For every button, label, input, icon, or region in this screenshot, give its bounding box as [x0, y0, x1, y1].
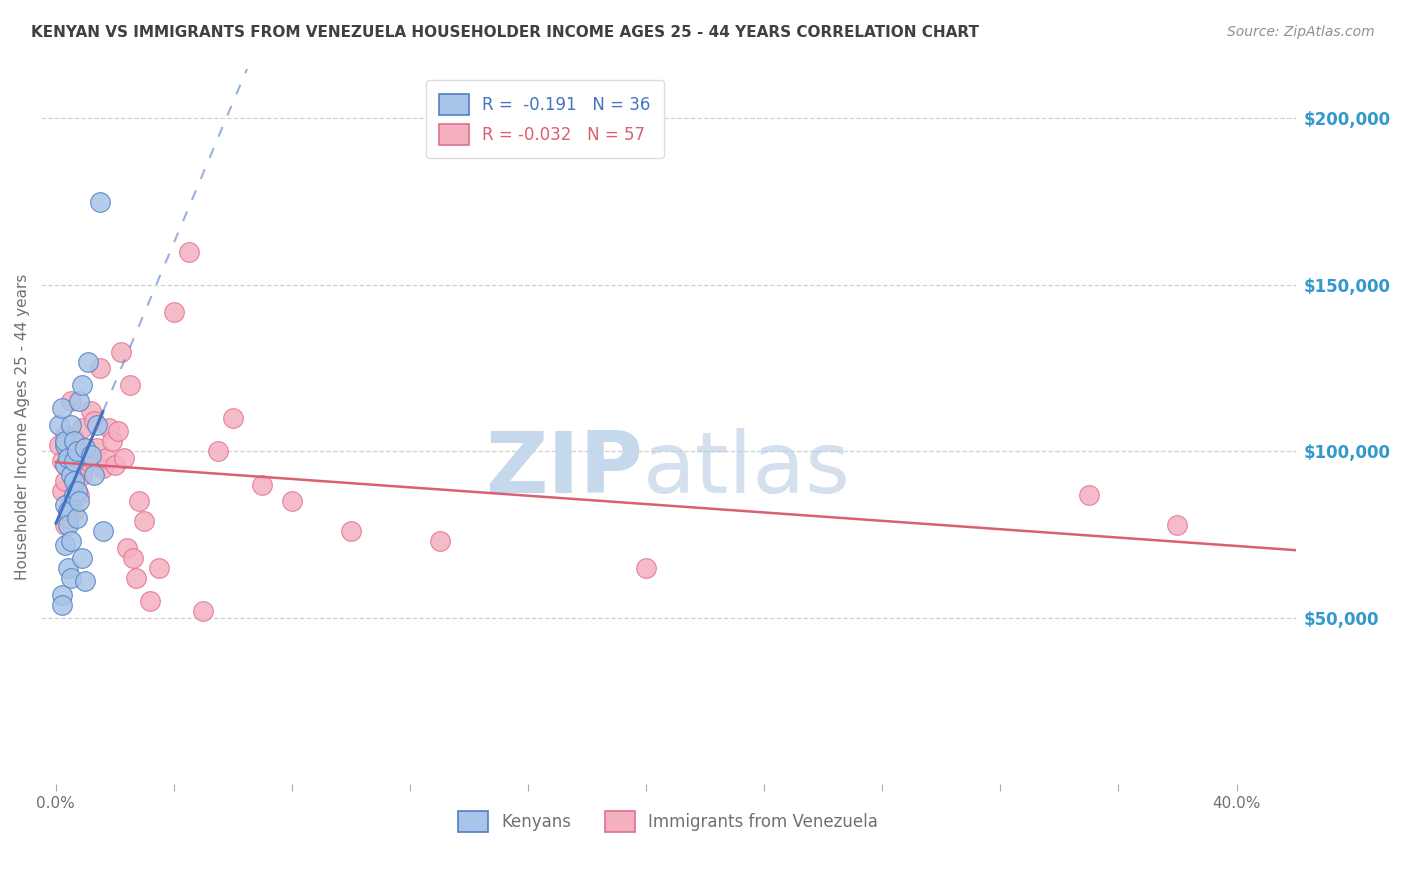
Point: [56, 517, 79, 532]
Point: [177, 244, 200, 259]
Point: [128, 494, 150, 508]
Point: [75, 574, 97, 589]
Point: [104, 458, 127, 472]
Point: [148, 561, 170, 575]
Point: [94, 451, 117, 466]
Point: [72, 467, 94, 482]
Point: [51, 454, 73, 468]
Point: [110, 344, 132, 359]
Point: [53, 538, 76, 552]
Point: [429, 534, 451, 549]
Point: [51, 401, 73, 416]
Text: ZIP: ZIP: [485, 428, 643, 511]
Point: [65, 444, 87, 458]
Point: [636, 561, 658, 575]
Point: [56, 511, 79, 525]
Point: [59, 434, 82, 449]
Point: [56, 504, 79, 518]
Point: [59, 534, 82, 549]
Point: [75, 441, 97, 455]
Point: [59, 417, 82, 432]
Point: [222, 411, 245, 425]
Point: [139, 594, 162, 608]
Point: [98, 421, 121, 435]
Point: [107, 425, 129, 439]
Point: [62, 454, 84, 468]
Point: [118, 377, 141, 392]
Point: [207, 444, 229, 458]
Point: [65, 511, 87, 525]
Point: [80, 448, 103, 462]
Point: [53, 438, 76, 452]
Point: [83, 467, 105, 482]
Point: [112, 451, 135, 466]
Point: [101, 434, 124, 449]
Point: [56, 451, 79, 466]
Point: [65, 464, 87, 478]
Point: [89, 361, 111, 376]
Point: [77, 454, 100, 468]
Point: [62, 504, 84, 518]
Legend: Kenyans, Immigrants from Venezuela: Kenyans, Immigrants from Venezuela: [447, 799, 890, 844]
Point: [59, 394, 82, 409]
Point: [124, 571, 146, 585]
Text: KENYAN VS IMMIGRANTS FROM VENEZUELA HOUSEHOLDER INCOME AGES 25 - 44 YEARS CORREL: KENYAN VS IMMIGRANTS FROM VENEZUELA HOUS…: [31, 25, 979, 40]
Point: [69, 394, 91, 409]
Point: [56, 561, 79, 575]
Point: [75, 441, 97, 455]
Point: [89, 194, 111, 209]
Point: [134, 514, 156, 528]
Point: [62, 431, 84, 445]
Point: [59, 494, 82, 508]
Point: [83, 414, 105, 428]
Point: [53, 427, 76, 442]
Point: [51, 484, 73, 499]
Point: [62, 471, 84, 485]
Point: [281, 494, 304, 508]
Point: [340, 524, 363, 539]
Point: [62, 475, 84, 489]
Point: [69, 494, 91, 508]
Point: [115, 541, 138, 555]
Point: [91, 524, 114, 539]
Point: [193, 604, 215, 618]
Point: [62, 488, 84, 502]
Point: [51, 588, 73, 602]
Point: [62, 434, 84, 449]
Point: [75, 458, 97, 472]
Point: [252, 477, 274, 491]
Point: [53, 498, 76, 512]
Point: [48, 417, 70, 432]
Point: [56, 448, 79, 462]
Point: [53, 458, 76, 472]
Point: [59, 467, 82, 482]
Point: [65, 484, 87, 499]
Point: [65, 484, 87, 499]
Point: [1077, 488, 1099, 502]
Point: [91, 461, 114, 475]
Point: [77, 354, 100, 368]
Point: [72, 551, 94, 566]
Point: [86, 417, 108, 432]
Point: [53, 434, 76, 449]
Point: [69, 488, 91, 502]
Point: [121, 551, 143, 566]
Point: [163, 304, 186, 318]
Y-axis label: Householder Income Ages 25 - 44 years: Householder Income Ages 25 - 44 years: [15, 273, 30, 580]
Point: [86, 441, 108, 455]
Point: [48, 438, 70, 452]
Point: [72, 377, 94, 392]
Text: atlas: atlas: [643, 428, 851, 511]
Point: [59, 571, 82, 585]
Point: [53, 475, 76, 489]
Point: [53, 517, 76, 532]
Point: [51, 598, 73, 612]
Point: [69, 448, 91, 462]
Text: Source: ZipAtlas.com: Source: ZipAtlas.com: [1227, 25, 1375, 39]
Point: [80, 404, 103, 418]
Point: [1166, 517, 1188, 532]
Point: [65, 458, 87, 472]
Point: [80, 451, 103, 466]
Point: [72, 421, 94, 435]
